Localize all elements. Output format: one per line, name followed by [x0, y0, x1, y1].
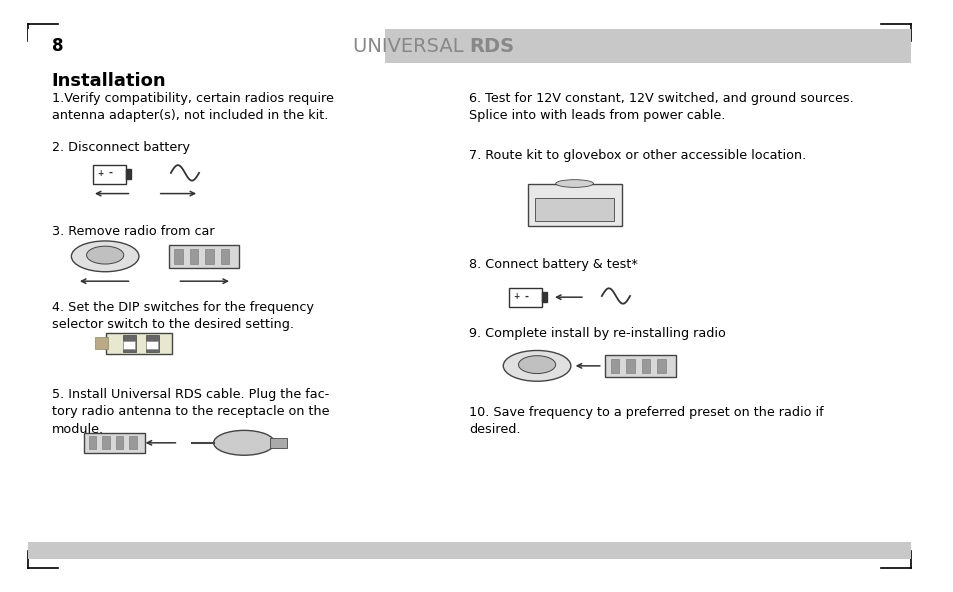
Text: 3. Remove radio from car: 3. Remove radio from car [51, 225, 214, 238]
Text: +: + [513, 292, 519, 301]
Bar [123, 341, 134, 349]
Bar [146, 335, 158, 352]
Bar [115, 436, 123, 449]
Bar [106, 333, 172, 354]
Text: -: - [524, 291, 528, 301]
Bar [190, 249, 198, 263]
Text: -: - [109, 168, 112, 178]
Text: RDS: RDS [469, 37, 514, 56]
Bar [220, 249, 229, 263]
Ellipse shape [213, 430, 274, 455]
Bar [84, 433, 145, 453]
Ellipse shape [87, 246, 124, 264]
Text: 6. Test for 12V constant, 12V switched, and ground sources.
Splice into with lea: 6. Test for 12V constant, 12V switched, … [469, 92, 853, 123]
Text: 9. Complete install by re-installing radio: 9. Complete install by re-installing rad… [469, 327, 725, 340]
Bar [625, 359, 634, 373]
Bar [527, 184, 621, 226]
Bar [122, 335, 135, 352]
Bar [29, 29, 910, 63]
Bar [92, 165, 126, 184]
Bar [604, 355, 675, 377]
Ellipse shape [517, 356, 555, 374]
Bar [205, 249, 213, 263]
Bar [89, 436, 96, 449]
Bar [657, 359, 665, 373]
Text: Installation: Installation [51, 72, 166, 90]
Bar [94, 337, 108, 349]
Bar [641, 359, 650, 373]
Bar [129, 436, 136, 449]
Text: 2. Disconnect battery: 2. Disconnect battery [51, 141, 190, 154]
Bar [535, 198, 614, 221]
Bar [29, 29, 385, 63]
Bar [270, 438, 287, 448]
Ellipse shape [71, 241, 139, 272]
Ellipse shape [503, 350, 570, 381]
Text: 4. Set the DIP switches for the frequency
selector switch to the desired setting: 4. Set the DIP switches for the frequenc… [51, 301, 314, 332]
Text: +: + [97, 169, 104, 178]
Bar [610, 359, 618, 373]
Bar [174, 249, 182, 263]
Bar [541, 292, 547, 302]
Bar [147, 341, 157, 349]
Bar [126, 169, 132, 179]
Text: 5. Install Universal RDS cable. Plug the fac-
tory radio antenna to the receptac: 5. Install Universal RDS cable. Plug the… [51, 388, 329, 436]
Text: 8. Connect battery & test*: 8. Connect battery & test* [469, 258, 638, 271]
Text: 7. Route kit to glovebox or other accessible location.: 7. Route kit to glovebox or other access… [469, 149, 806, 162]
Bar [102, 436, 110, 449]
Ellipse shape [556, 180, 593, 187]
Text: UNIVERSAL: UNIVERSAL [353, 37, 469, 56]
Text: 1.Verify compatibility, certain radios require
antenna adapter(s), not included : 1.Verify compatibility, certain radios r… [51, 92, 334, 123]
Text: 8: 8 [51, 37, 63, 55]
Bar [169, 245, 238, 268]
Text: 10. Save frequency to a preferred preset on the radio if
desired.: 10. Save frequency to a preferred preset… [469, 406, 823, 436]
Bar [29, 542, 910, 559]
Bar [508, 288, 541, 307]
